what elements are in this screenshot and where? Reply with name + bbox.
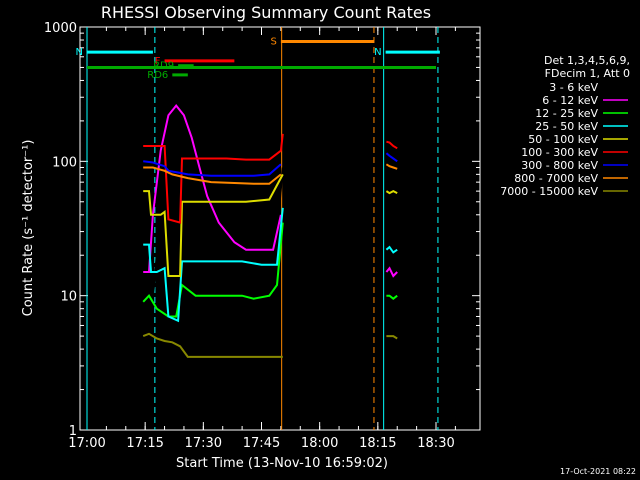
legend-label: 100 - 300 keV: [521, 146, 598, 159]
series-line: [386, 294, 398, 300]
x-axis-label: Start Time (13-Nov-10 16:59:02): [176, 456, 388, 471]
y-tick-label: 1000: [44, 21, 77, 36]
series-line: [142, 332, 283, 358]
series-line: [385, 245, 398, 254]
flag-label: S: [271, 36, 277, 47]
series-line: [143, 207, 284, 323]
flag-label: RD6: [147, 70, 168, 81]
flag-label: N: [374, 47, 381, 58]
series-line: [385, 266, 398, 278]
series-line: [385, 152, 398, 163]
series-line: [143, 103, 282, 273]
legend-label: 25 - 50 keV: [535, 120, 598, 133]
series-line: [142, 222, 284, 318]
series-line: [143, 133, 284, 224]
plot-frame: [79, 26, 481, 431]
timestamp: 17-Oct-2021 08:22: [560, 467, 636, 476]
legend-header-2: FDecim 1, Att 0: [545, 67, 630, 80]
x-tick-label: 17:00: [68, 436, 105, 451]
flag-label: N: [76, 47, 83, 58]
series-line: [143, 108, 284, 367]
legend-label: 12 - 25 keV: [535, 107, 598, 120]
x-tick-label: 18:00: [301, 436, 338, 451]
series-line: [385, 189, 398, 195]
series-line: [143, 160, 282, 177]
legend-label: 7000 - 15000 keV: [500, 185, 598, 198]
y-tick-label: 10: [60, 290, 77, 305]
legend-header-1: Det 1,3,4,5,6,9,: [544, 54, 630, 67]
x-tick-label: 17:15: [126, 436, 163, 451]
x-tick-label: 18:15: [359, 436, 396, 451]
y-tick-label: 100: [52, 155, 77, 170]
legend-label: 6 - 12 keV: [542, 94, 598, 107]
x-tick-label: 18:30: [417, 436, 454, 451]
chart-title: RHESSI Observing Summary Count Rates: [101, 3, 431, 22]
series-line: [385, 163, 398, 170]
series-line: [386, 140, 398, 150]
y-axis-label: Count Rate (s⁻¹ detector⁻¹): [21, 140, 36, 317]
flag-label: F: [155, 56, 161, 67]
x-tick-label: 17:45: [243, 436, 280, 451]
x-tick-label: 17:30: [185, 436, 222, 451]
legend-label: 50 - 100 keV: [528, 133, 598, 146]
legend-label: 3 - 6 keV: [549, 81, 598, 94]
legend-label: 800 - 7000 keV: [514, 172, 598, 185]
series-line: [143, 173, 284, 277]
plot-area: 1 10 100 1000 17:00 17:15 17:30 17:45 18:00 18:15…: [44, 21, 628, 451]
series-line: [386, 335, 398, 340]
legend-label: 300 - 800 keV: [521, 159, 598, 172]
series-line: [385, 345, 398, 354]
series-line: [143, 166, 282, 185]
y-tick-label: 1: [69, 424, 77, 439]
